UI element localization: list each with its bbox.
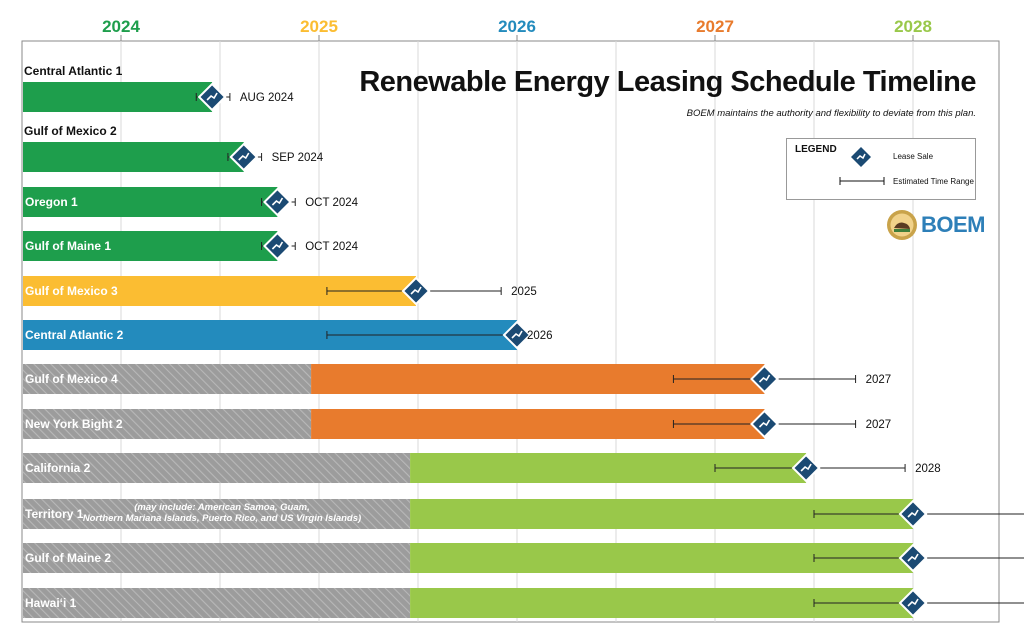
- sale-date-label: 2026: [527, 330, 553, 342]
- row-gulf-of-maine-1: Gulf of Maine 1 OCT 2024: [23, 231, 359, 261]
- row-label: Gulf of Maine 1: [25, 239, 111, 253]
- row-label: New York Bight 2: [25, 417, 123, 431]
- year-label-2024: 2024: [102, 17, 140, 36]
- legend-lease-sale-label: Lease Sale: [893, 152, 934, 161]
- gavel-icon: [511, 330, 523, 339]
- row-gulf-of-mexico-2: Gulf of Mexico 2 SEP 2024: [23, 124, 324, 172]
- row-territory-1: Territory 1 (may include: American Samoa,…: [23, 499, 1024, 529]
- sale-date-label: SEP 2024: [272, 152, 324, 164]
- row-gulf-of-mexico-4: Gulf of Mexico 4 2027: [23, 364, 891, 394]
- year-axis: 202420252026202720282029: [102, 17, 932, 41]
- row-label: Gulf of Maine 2: [25, 551, 111, 565]
- hatched-bar: [23, 499, 411, 529]
- gavel-icon: [907, 509, 919, 518]
- row-label: Central Atlantic 1: [24, 64, 123, 78]
- year-label-2028: 2028: [894, 17, 932, 36]
- bar: [23, 231, 278, 261]
- hatched-bar: [23, 588, 411, 618]
- sale-date-label: 2027: [866, 419, 892, 431]
- gavel-icon: [907, 553, 919, 562]
- row-label: Oregon 1: [25, 195, 78, 209]
- chart-frame: [21, 40, 1000, 623]
- gavel-icon: [271, 241, 284, 250]
- row-label: Gulf of Mexico 2: [24, 124, 117, 138]
- bar: [23, 82, 213, 112]
- row-note: (may include: American Samoa, Guam,: [134, 502, 309, 513]
- chart-subtitle: BOEM maintains the authority and flexibi…: [686, 108, 976, 119]
- sale-date-label: 2027: [866, 374, 892, 386]
- hatched-bar: [23, 364, 312, 394]
- gavel-icon: [907, 598, 919, 607]
- row-label: Central Atlantic 2: [25, 328, 124, 342]
- time-range-bar-icon: [839, 177, 885, 185]
- gavel-icon: [800, 463, 812, 472]
- hatched-bar: [23, 409, 312, 439]
- gavel-icon: [758, 374, 771, 383]
- gavel-icon: [238, 152, 250, 161]
- bar: [23, 142, 244, 172]
- bar: [23, 187, 278, 217]
- doi-seal-icon: [887, 210, 917, 240]
- row-note: Northern Mariana Islands, Puerto Rico, a…: [83, 513, 361, 524]
- lease-sale-diamond-icon: [851, 147, 871, 167]
- gavel-icon: [410, 286, 422, 295]
- row-new-york-bight-2: New York Bight 2 2027: [23, 409, 891, 439]
- gavel-icon: [758, 419, 771, 428]
- schedule-rows: Central Atlantic 1 AUG 2024 Gulf of Mexico…: [23, 64, 1024, 618]
- gavel-icon: [206, 92, 218, 101]
- row-label: Gulf of Mexico 4: [25, 372, 118, 386]
- sale-date-label: 2028: [915, 463, 941, 475]
- row-california-2: California 2 2028: [23, 453, 941, 483]
- row-hawai-i-1: Hawaiʻi 12028: [23, 588, 1024, 618]
- legend-title: LEGEND: [795, 144, 837, 155]
- sale-date-label: 2025: [511, 286, 537, 298]
- hatched-bar: [23, 543, 411, 573]
- chart-title: Renewable Energy Leasing Schedule Timeli…: [359, 66, 976, 98]
- sale-date-label: OCT 2024: [305, 241, 358, 253]
- row-central-atlantic-1: Central Atlantic 1 AUG 2024: [23, 64, 294, 112]
- year-label-2026: 2026: [498, 17, 536, 36]
- hatched-bar: [23, 453, 411, 483]
- year-label-2025: 2025: [300, 17, 338, 36]
- boem-logo-text: BOEM: [921, 212, 986, 237]
- sale-date-label: AUG 2024: [240, 92, 294, 104]
- sale-date-label: OCT 2024: [305, 197, 358, 209]
- row-central-atlantic-2: Central Atlantic 2 2026: [23, 320, 553, 350]
- year-label-2027: 2027: [696, 17, 734, 36]
- legend: LEGEND Lease Sale Estimated Time Range: [786, 138, 976, 200]
- row-oregon-1: Oregon 1 OCT 2024: [23, 187, 359, 217]
- row-label: California 2: [25, 461, 91, 475]
- row-label: Territory 1: [25, 507, 84, 521]
- row-label: Gulf of Mexico 3: [25, 284, 118, 298]
- gavel-icon: [271, 197, 284, 206]
- row-gulf-of-mexico-3: Gulf of Mexico 3 2025: [23, 276, 537, 306]
- row-label: Hawaiʻi 1: [25, 596, 77, 610]
- legend-range-label: Estimated Time Range: [893, 177, 974, 186]
